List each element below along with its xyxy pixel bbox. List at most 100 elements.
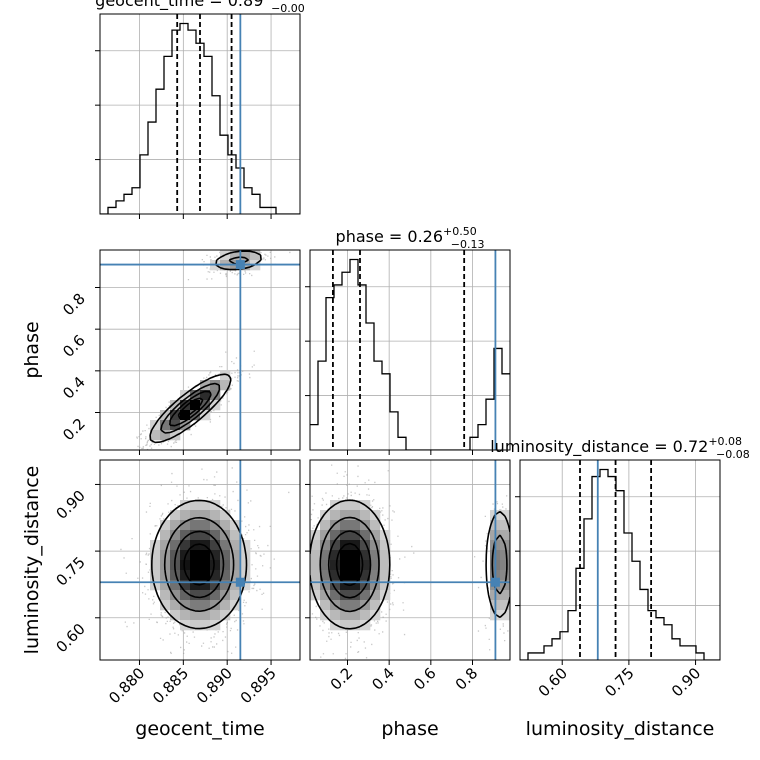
density-cell	[170, 570, 181, 581]
density-cell	[350, 520, 361, 531]
density-cell	[170, 530, 181, 541]
y-tick-label: 0.90	[52, 487, 88, 523]
density-cell	[190, 520, 201, 531]
density-cell	[350, 590, 361, 601]
density-cell	[210, 510, 221, 521]
density-cell	[170, 400, 181, 411]
density-cell	[500, 570, 510, 581]
truth-marker	[490, 577, 500, 587]
density-cell	[310, 570, 321, 581]
density-cell	[230, 580, 241, 591]
density-cell	[210, 580, 221, 591]
panel-frame	[99, 249, 301, 451]
density-cell	[210, 390, 221, 401]
density-cell	[370, 570, 381, 581]
density-cell	[200, 380, 211, 391]
density-cell	[330, 590, 341, 601]
density-cell	[200, 520, 211, 531]
density-cell	[340, 560, 351, 571]
x-tick-label: 0.2	[327, 664, 357, 694]
density-cell	[180, 390, 191, 401]
contour-line	[169, 390, 212, 427]
density-cell	[360, 590, 371, 601]
density-cell	[330, 570, 341, 581]
contour-line	[149, 250, 262, 444]
density-cell	[330, 530, 341, 541]
density-cell	[360, 560, 371, 571]
density-cell	[200, 530, 211, 541]
density-cell	[200, 590, 211, 601]
density-cell	[180, 520, 191, 531]
y-tick-label: 0.75	[52, 553, 88, 589]
density-cell	[200, 570, 211, 581]
density-cell	[360, 620, 371, 631]
density-cell	[500, 530, 510, 541]
density-cell	[500, 550, 510, 561]
density-cell	[320, 530, 331, 541]
density-cell	[500, 590, 510, 601]
density-cell	[160, 540, 171, 551]
density-cell	[200, 540, 211, 551]
density-cell	[340, 500, 351, 511]
contour-line	[160, 256, 249, 434]
density-cell	[160, 430, 171, 441]
density-cell	[220, 560, 231, 571]
density-cell	[220, 610, 231, 621]
density-cell	[370, 550, 381, 561]
density-cell	[170, 410, 181, 421]
density-cell	[220, 370, 231, 381]
x-axis-label-phase: phase	[381, 718, 438, 740]
scatter-panel-geocent_time-luminosity_distance	[99, 459, 301, 661]
y-tick-label: 0.60	[52, 620, 88, 656]
density-cell	[210, 560, 221, 571]
hist-panel-luminosity_distance	[515, 459, 721, 661]
density-cell	[150, 550, 161, 561]
density-cell	[210, 520, 221, 531]
density-cell	[180, 530, 191, 541]
density-cell	[320, 510, 331, 521]
density-cell	[200, 390, 211, 401]
density-cell	[200, 620, 211, 631]
density-cell	[240, 560, 251, 571]
density-cell	[210, 500, 221, 511]
density-cell	[360, 610, 371, 621]
density-cell	[340, 620, 351, 631]
density-cell	[330, 550, 341, 561]
density-cell	[210, 540, 221, 551]
panel-frame	[309, 459, 511, 661]
density-cell	[170, 520, 181, 531]
density-cell	[340, 520, 351, 531]
density-cell	[500, 560, 510, 571]
density-cell	[170, 510, 181, 521]
y-tick-label: 0.4	[59, 373, 89, 403]
density-cell	[380, 570, 391, 581]
density-cell	[320, 580, 331, 591]
truth-marker	[235, 260, 245, 270]
density-cell	[190, 610, 201, 621]
density-cell	[180, 410, 191, 421]
x-tick-label: 0.890	[193, 664, 236, 707]
density-cell	[500, 510, 510, 521]
density-cell	[220, 380, 231, 391]
density-cell	[200, 500, 211, 511]
density-cell	[220, 570, 231, 581]
density-cell	[210, 610, 221, 621]
density-cell	[350, 540, 361, 551]
x-tick-label: 0.880	[105, 664, 148, 707]
density-cell	[150, 430, 161, 441]
density-cell	[190, 410, 201, 421]
density-cell	[190, 580, 201, 591]
density-cell	[380, 550, 391, 561]
hist-panel-phase	[305, 249, 511, 451]
density-cell	[330, 510, 341, 521]
density-cell	[230, 550, 241, 561]
density-cell	[190, 560, 201, 571]
density-cell	[180, 560, 191, 571]
density-cell	[200, 560, 211, 571]
scatter-panel-phase-luminosity_distance	[309, 459, 511, 661]
density-cell	[320, 560, 331, 571]
density-cell	[370, 590, 381, 601]
x-tick-label: 0.75	[601, 664, 637, 700]
density-cell	[220, 510, 231, 521]
density-cell	[150, 560, 161, 571]
